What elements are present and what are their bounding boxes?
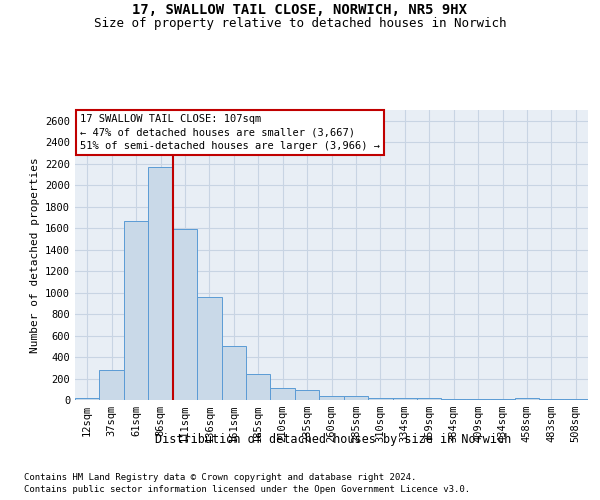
Bar xyxy=(319,396,344,400)
Bar xyxy=(197,297,221,400)
Text: 17, SWALLOW TAIL CLOSE, NORWICH, NR5 9HX: 17, SWALLOW TAIL CLOSE, NORWICH, NR5 9HX xyxy=(133,2,467,16)
Bar xyxy=(75,398,100,400)
Text: 17 SWALLOW TAIL CLOSE: 107sqm
← 47% of detached houses are smaller (3,667)
51% o: 17 SWALLOW TAIL CLOSE: 107sqm ← 47% of d… xyxy=(80,114,380,151)
Bar xyxy=(295,390,319,400)
Bar xyxy=(124,220,148,400)
Bar xyxy=(368,398,392,400)
Bar xyxy=(515,398,539,400)
Bar xyxy=(392,398,417,400)
Text: Distribution of detached houses by size in Norwich: Distribution of detached houses by size … xyxy=(155,432,511,446)
Bar xyxy=(221,346,246,400)
Text: Contains public sector information licensed under the Open Government Licence v3: Contains public sector information licen… xyxy=(24,485,470,494)
Bar xyxy=(442,399,466,400)
Bar xyxy=(148,167,173,400)
Bar xyxy=(100,370,124,400)
Y-axis label: Number of detached properties: Number of detached properties xyxy=(29,157,40,353)
Bar xyxy=(246,374,271,400)
Text: Size of property relative to detached houses in Norwich: Size of property relative to detached ho… xyxy=(94,18,506,30)
Bar xyxy=(417,398,442,400)
Text: Contains HM Land Registry data © Crown copyright and database right 2024.: Contains HM Land Registry data © Crown c… xyxy=(24,472,416,482)
Bar xyxy=(271,388,295,400)
Bar xyxy=(173,229,197,400)
Bar xyxy=(344,396,368,400)
